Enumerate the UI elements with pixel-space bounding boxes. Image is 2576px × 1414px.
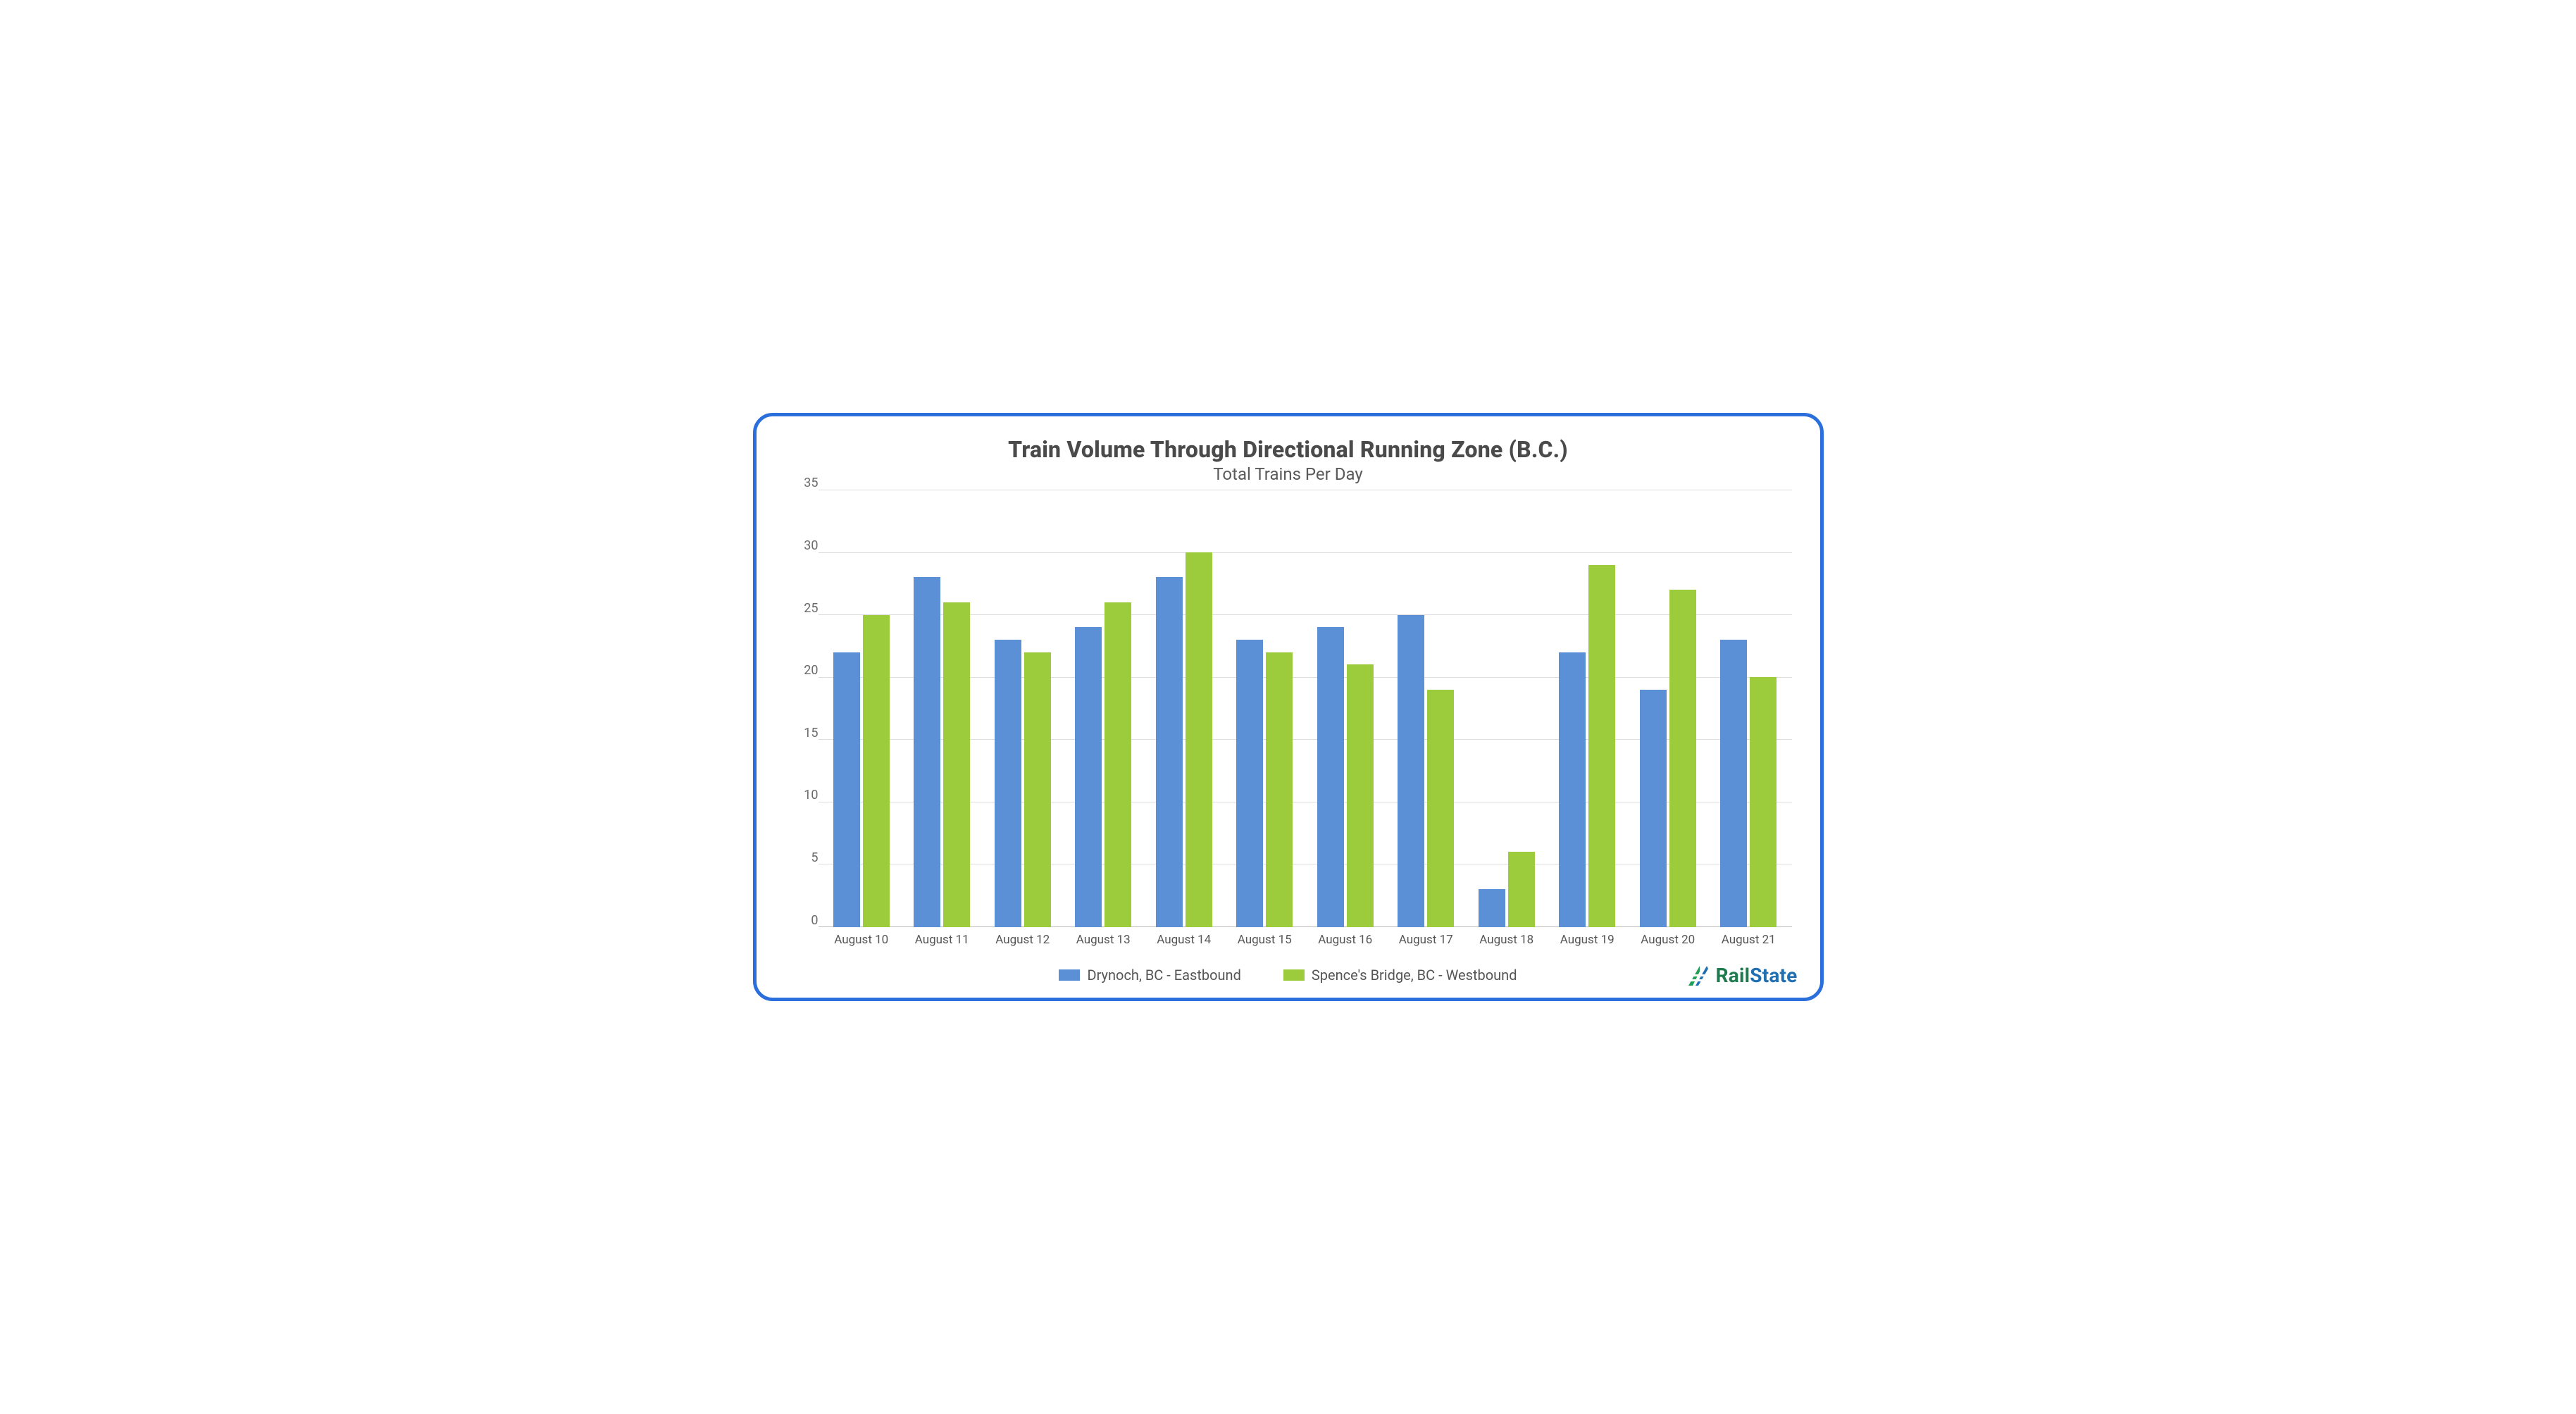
bar [1186,552,1212,927]
bar [1588,565,1615,927]
bar [1398,615,1424,927]
railstate-icon [1686,964,1710,988]
bar [1347,664,1374,926]
bar [1266,652,1293,927]
bar [1105,602,1131,927]
chart-title: Train Volume Through Directional Running… [785,436,1792,463]
bar-group [1467,490,1548,926]
x-tick-label: August 14 [1144,927,1225,953]
bar [1720,640,1747,927]
bar [1427,690,1454,927]
bar [1317,627,1344,926]
legend-item: Drynoch, BC - Eastbound [1059,967,1240,984]
brand-logo: RailState [1686,964,1798,988]
bar [1156,577,1183,926]
bar [1640,690,1667,927]
bar [995,640,1021,927]
x-tick-label: August 17 [1386,927,1467,953]
y-axis: 35302520151050 [785,490,819,952]
chart-card: Train Volume Through Directional Running… [753,413,1824,1000]
bar [1024,652,1051,927]
bar [1750,677,1777,926]
brand-text-state: State [1750,964,1797,987]
bars-container [819,490,1792,926]
x-tick-label: August 15 [1224,927,1305,953]
legend-label: Spence's Bridge, BC - Westbound [1312,967,1517,984]
bar [1236,640,1263,927]
bar-group [902,490,983,926]
bar [1075,627,1102,926]
bar [1559,652,1586,927]
legend-item: Spence's Bridge, BC - Westbound [1283,967,1517,984]
x-axis-labels: August 10August 11August 12August 13Augu… [819,927,1792,953]
bar-group [1628,490,1709,926]
bar-group [1708,490,1789,926]
bar-group [983,490,1064,926]
bar-group [821,490,902,926]
bar [943,602,970,927]
bar-group [1063,490,1144,926]
brand-text-rail: Rail [1716,964,1750,987]
legend: Drynoch, BC - Eastbound Spence's Bridge, … [785,967,1792,984]
brand-text: RailState [1716,964,1798,987]
x-tick-label: August 11 [902,927,983,953]
x-tick-label: August 18 [1467,927,1548,953]
legend-label: Drynoch, BC - Eastbound [1087,967,1240,984]
x-tick-label: August 12 [983,927,1064,953]
bar [914,577,940,926]
bar-group [1305,490,1386,926]
bar [1669,590,1696,926]
x-tick-label: August 19 [1547,927,1628,953]
chart-area: 35302520151050 August 10August 11August … [785,490,1792,952]
bar-group [1144,490,1225,926]
x-tick-label: August 16 [1305,927,1386,953]
bar [833,652,860,927]
x-tick-label: August 13 [1063,927,1144,953]
chart-subtitle: Total Trains Per Day [785,464,1792,484]
x-tick-label: August 21 [1708,927,1789,953]
bar-group [1224,490,1305,926]
bar-group [1547,490,1628,926]
x-tick-label: August 10 [821,927,902,953]
bar [1479,889,1505,926]
x-tick-label: August 20 [1628,927,1709,953]
plot-area: August 10August 11August 12August 13Augu… [819,490,1792,952]
bar [1508,852,1535,926]
legend-swatch [1283,969,1305,981]
bar [863,615,890,927]
bar-group [1386,490,1467,926]
chart-titles: Train Volume Through Directional Running… [785,436,1792,484]
legend-swatch [1059,969,1080,981]
